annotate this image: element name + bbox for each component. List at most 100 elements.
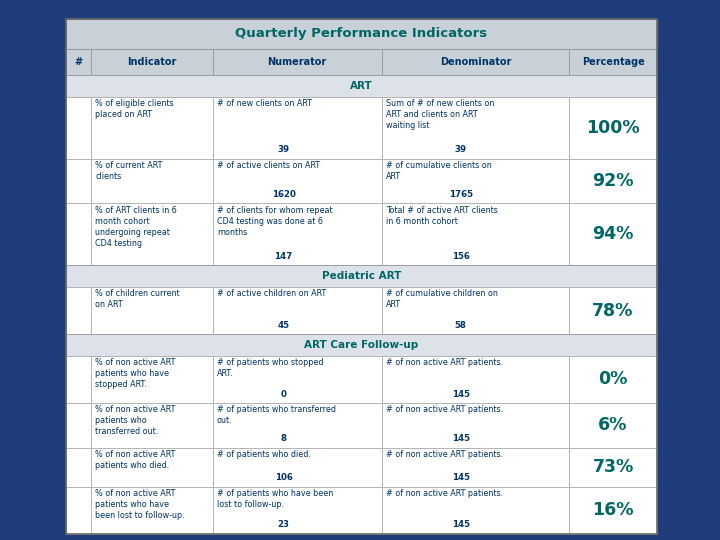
Text: 8: 8 [281,434,287,443]
Text: 1765: 1765 [449,190,472,199]
Text: 58: 58 [454,321,467,330]
Bar [382,204,570,265]
Text: 94%: 94% [593,225,634,244]
Text: # of clients for whom repeat
CD4 testing was done at 6
months: # of clients for whom repeat CD4 testing… [217,206,333,237]
Bar [382,49,570,75]
Text: # of non active ART patients.: # of non active ART patients. [386,489,503,498]
Text: % of non active ART
patients who died.: % of non active ART patients who died. [96,450,176,470]
Bar [212,487,382,534]
Bar [570,403,657,448]
Text: 45: 45 [278,321,289,330]
Bar [66,448,91,487]
Text: 106: 106 [274,473,292,482]
Bar [66,75,657,97]
Bar [66,487,91,534]
Text: Numerator: Numerator [268,57,327,67]
Text: 145: 145 [451,520,469,529]
Bar [66,19,657,534]
Bar [570,204,657,265]
Text: Denominator: Denominator [440,57,511,67]
Text: 16%: 16% [593,501,634,519]
Bar [212,49,382,75]
Text: % of non active ART
patients who have
stopped ART.: % of non active ART patients who have st… [96,358,176,389]
Bar [382,487,570,534]
Bar [382,97,570,159]
Bar [66,97,91,159]
Bar [570,97,657,159]
Bar [91,97,212,159]
Bar [212,159,382,204]
Bar [570,49,657,75]
Text: 147: 147 [274,252,293,261]
Bar [66,159,91,204]
Text: 6%: 6% [598,416,628,434]
Bar [66,49,91,75]
Text: # of cumulative clients on
ART: # of cumulative clients on ART [386,161,492,181]
Text: 145: 145 [451,473,469,482]
Text: # of patients who transferred
out.: # of patients who transferred out. [217,405,336,425]
Text: Total # of active ART clients
in 6 month cohort: Total # of active ART clients in 6 month… [386,206,498,226]
Text: # of non active ART patients.: # of non active ART patients. [386,405,503,414]
Bar [91,403,212,448]
Bar [91,487,212,534]
Bar [570,487,657,534]
Bar [66,204,91,265]
Bar [570,159,657,204]
Text: # of non active ART patients.: # of non active ART patients. [386,450,503,458]
Text: 156: 156 [451,252,469,261]
Text: % of ART clients in 6
month cohort
undergoing repeat
CD4 testing: % of ART clients in 6 month cohort under… [96,206,177,248]
Text: 0%: 0% [598,370,628,388]
Bar [212,287,382,334]
Text: 145: 145 [451,434,469,443]
Bar [66,356,91,403]
Text: 100%: 100% [586,119,640,137]
Text: ART Care Follow-up: ART Care Follow-up [305,340,418,350]
Text: % of non active ART
patients who
transferred out.: % of non active ART patients who transfe… [96,405,176,436]
Bar [66,19,657,49]
Text: # of non active ART patients.: # of non active ART patients. [386,358,503,367]
Bar [212,97,382,159]
Bar [382,403,570,448]
Text: Indicator: Indicator [127,57,176,67]
Bar [91,49,212,75]
Text: # of active clients on ART: # of active clients on ART [217,161,320,170]
Text: % of children current
on ART: % of children current on ART [96,289,180,309]
Bar [570,356,657,403]
Text: 145: 145 [451,389,469,399]
Bar [91,159,212,204]
Text: 0: 0 [281,389,287,399]
Bar [212,403,382,448]
Text: 73%: 73% [593,458,634,476]
Bar [66,287,91,334]
Text: % of non active ART
patients who have
been lost to follow-up.: % of non active ART patients who have be… [96,489,185,520]
Text: Sum of # of new clients on
ART and clients on ART
waiting list: Sum of # of new clients on ART and clien… [386,99,495,130]
Text: 1620: 1620 [271,190,295,199]
Bar [570,448,657,487]
Text: Quarterly Performance Indicators: Quarterly Performance Indicators [235,28,487,40]
Text: # of cumulative children on
ART: # of cumulative children on ART [386,289,498,309]
Bar [570,287,657,334]
Text: % of current ART
clients: % of current ART clients [96,161,163,181]
Text: 78%: 78% [593,302,634,320]
Text: Pediatric ART: Pediatric ART [322,271,401,281]
Bar [91,448,212,487]
Text: 23: 23 [278,520,289,529]
Bar [91,204,212,265]
Bar [91,287,212,334]
Bar [382,356,570,403]
Text: ART: ART [350,81,373,91]
Text: # of active children on ART: # of active children on ART [217,289,326,298]
Bar [382,448,570,487]
Bar [212,356,382,403]
Text: % of eligible clients
placed on ART: % of eligible clients placed on ART [96,99,174,119]
Text: 39: 39 [278,145,289,154]
Bar [382,159,570,204]
Text: #: # [75,57,83,67]
Bar [66,334,657,356]
Text: # of patients who have been
lost to follow-up.: # of patients who have been lost to foll… [217,489,333,509]
Bar [382,287,570,334]
Text: 92%: 92% [593,172,634,190]
Text: Percentage: Percentage [582,57,644,67]
Bar [212,448,382,487]
Text: 39: 39 [454,145,467,154]
